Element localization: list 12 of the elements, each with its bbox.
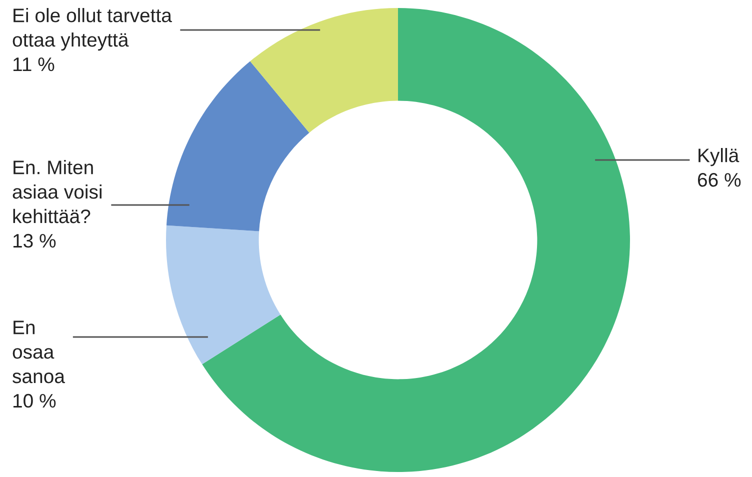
- slice-label: En. Miten asiaa voisi kehittää?: [12, 160, 102, 224]
- donut-slice: [166, 61, 310, 232]
- data-label: 66 %: [698, 172, 741, 187]
- slice-label: Kyllä: [698, 148, 740, 166]
- slice-label: En osaa sanoa: [12, 320, 65, 384]
- data-label: 10 %: [13, 394, 56, 408]
- slice-label: Ei ole ollut tarvetta ottaa yhteyttä: [12, 8, 172, 51]
- data-label: 11 %: [13, 58, 54, 72]
- donut-slice: [202, 8, 630, 472]
- donut-slice: [250, 8, 398, 133]
- donut-slice: [166, 225, 280, 364]
- data-label: 13 %: [13, 234, 56, 248]
